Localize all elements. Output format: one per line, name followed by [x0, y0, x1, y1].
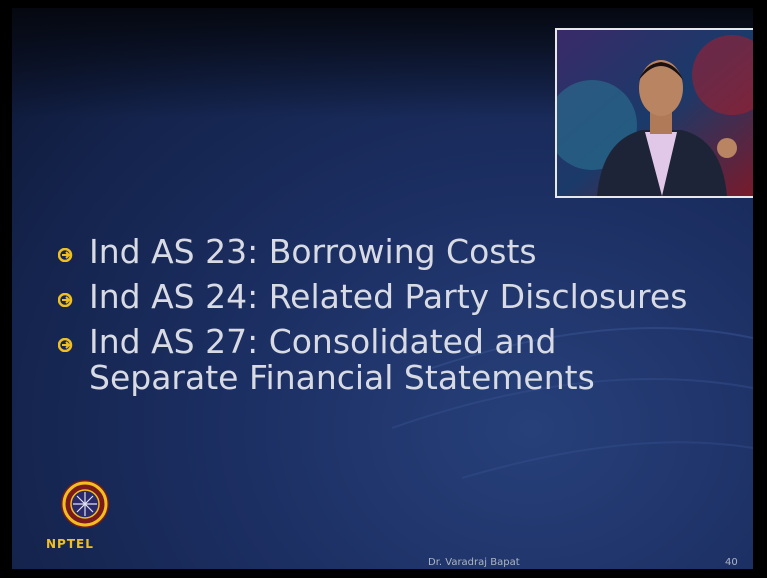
bullet: Ind AS 23: Borrowing Costs [58, 234, 694, 270]
logo-label: NPTEL [46, 537, 94, 551]
bullet-text: Ind AS 23: Borrowing Costs [89, 232, 537, 271]
page-number: 40 [725, 557, 738, 568]
bullet-list: Ind AS 23: Borrowing Costs Ind AS 24: Re… [58, 234, 698, 405]
bullet-icon [58, 293, 76, 307]
bullet-text: Ind AS 24: Related Party Disclosures [89, 277, 687, 316]
footer-presenter: Dr. Varadraj Bapat [428, 557, 520, 568]
bullet: Ind AS 24: Related Party Disclosures [58, 279, 694, 315]
bullet-icon [58, 338, 76, 352]
bullet: Ind AS 27: Consolidated and Separate Fin… [58, 324, 694, 396]
page: Ind AS 23: Borrowing Costs Ind AS 24: Re… [0, 0, 767, 578]
bullet-text: Ind AS 27: Consolidated and Separate Fin… [89, 322, 595, 397]
slide: Ind AS 23: Borrowing Costs Ind AS 24: Re… [12, 8, 753, 569]
logo-emblem [60, 476, 110, 532]
video-frame [557, 30, 753, 196]
presenter-video [555, 28, 753, 198]
bullet-icon [58, 248, 76, 262]
